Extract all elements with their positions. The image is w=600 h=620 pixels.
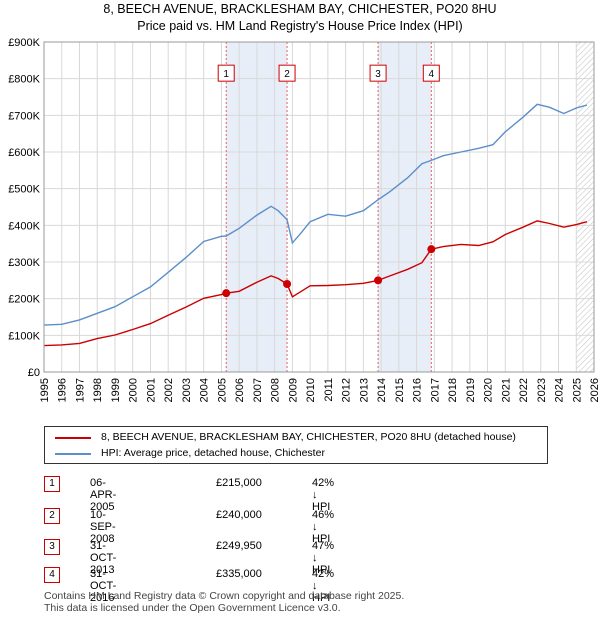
sale-label-text: 2 (284, 69, 290, 80)
sale-number-badge: 3 (44, 539, 60, 555)
y-tick-label: £700K (8, 110, 40, 122)
y-tick-label: £300K (8, 257, 40, 269)
y-tick-label: £900K (8, 37, 40, 49)
x-tick-label: 2002 (163, 378, 175, 402)
x-tick-label: 2003 (181, 378, 193, 402)
sale-point (427, 245, 436, 254)
sale-date: 31-OCT-2013 (90, 540, 117, 576)
sale-label-text: 4 (429, 69, 435, 80)
legend-label-property: 8, BEECH AVENUE, BRACKLESHAM BAY, CHICHE… (101, 431, 516, 443)
x-tick-label: 2023 (536, 378, 548, 402)
chart-legend: 8, BEECH AVENUE, BRACKLESHAM BAY, CHICHE… (44, 426, 548, 464)
sale-point (283, 280, 292, 288)
x-tick-label: 2001 (145, 378, 157, 402)
sale-date: 10-SEP-2008 (90, 509, 116, 545)
x-tick-label: 2021 (500, 378, 512, 402)
x-tick-label: 1999 (110, 378, 122, 402)
sale-price: £215,000 (216, 477, 262, 489)
sale-label-box (278, 64, 296, 82)
sale-label-text: 3 (375, 69, 381, 80)
sale-label-text: 1 (223, 69, 229, 80)
sale-number-badge: 4 (44, 567, 60, 583)
x-tick-label: 2019 (465, 378, 477, 402)
legend-swatch-property (55, 437, 91, 439)
sale-period-band (378, 42, 432, 372)
x-tick-label: 2016 (412, 378, 424, 402)
chart-subtitle: Price paid vs. HM Land Registry's House … (137, 19, 463, 33)
sale-hpi-diff: 47% ↓ HPI (312, 540, 335, 576)
sale-label-box (422, 64, 440, 82)
y-tick-label: £500K (8, 184, 40, 196)
legend-label-hpi: HPI: Average price, detached house, Chic… (101, 447, 325, 459)
x-tick-label: 2022 (518, 378, 530, 402)
x-tick-label: 2005 (216, 378, 228, 402)
x-tick-label: 2006 (234, 378, 246, 402)
legend-swatch-hpi (55, 453, 91, 455)
sale-label-box (369, 64, 387, 82)
sale-price: £249,950 (216, 540, 262, 552)
x-tick-label: 1998 (92, 378, 104, 402)
x-tick-label: 2014 (376, 378, 388, 402)
y-tick-label: £400K (8, 220, 40, 232)
x-tick-label: 2025 (571, 378, 583, 402)
x-tick-label: 2011 (323, 378, 335, 402)
x-tick-label: 2004 (199, 378, 211, 402)
x-tick-label: 1997 (74, 378, 86, 402)
price-chart: 1 2 3 4 £0 £100K £200K £300K £400K £500K £600K £700… (8, 37, 600, 402)
sale-price: £335,000 (216, 568, 262, 580)
sale-point (374, 276, 383, 285)
sale-label-box (217, 64, 235, 82)
x-tick-label: 2017 (429, 378, 441, 402)
forecast-hatch-area (576, 42, 594, 372)
sale-hpi-diff: 46% ↓ HPI (312, 509, 335, 545)
x-tick-label: 2024 (554, 378, 566, 402)
plot-frame (43, 41, 595, 373)
hpi-line (43, 103, 588, 326)
x-tick-label: 2020 (483, 378, 495, 402)
x-tick-label: 1995 (39, 378, 51, 402)
x-tick-label: 2000 (128, 378, 140, 402)
sale-date: 06-APR-2005 (90, 477, 117, 513)
sale-price: £240,000 (216, 509, 262, 521)
y-tick-label: £100K (8, 330, 40, 342)
sale-point (222, 289, 231, 298)
x-tick-label: 2015 (394, 378, 406, 402)
x-tick-label: 2010 (305, 378, 317, 402)
x-tick-label: 2026 (589, 378, 600, 402)
x-tick-label: 2009 (287, 378, 299, 402)
property-price-line (43, 220, 588, 347)
y-tick-label: £200K (8, 294, 40, 306)
sale-hpi-diff: 42% ↓ HPI (312, 568, 335, 604)
y-tick-label: £0 (28, 367, 40, 379)
x-tick-label: 2013 (358, 378, 370, 402)
sale-hpi-diff: 42% ↓ HPI (312, 477, 335, 513)
x-tick-label: 2012 (341, 378, 353, 402)
x-tick-label: 1996 (57, 378, 69, 402)
footer-licence: This data is licensed under the Open Gov… (44, 602, 341, 614)
x-tick-label: 2007 (252, 378, 264, 402)
sale-number-badge: 1 (44, 476, 60, 492)
y-tick-label: £600K (8, 147, 40, 159)
sale-number-badge: 2 (44, 508, 60, 524)
y-tick-label: £800K (8, 74, 40, 86)
footer-copyright: Contains HM Land Registry data © Crown c… (44, 590, 405, 602)
x-tick-label: 2018 (447, 378, 459, 402)
chart-title: 8, BEECH AVENUE, BRACKLESHAM BAY, CHICHE… (103, 2, 497, 16)
x-tick-label: 2008 (270, 378, 282, 402)
sale-date: 31-OCT-2016 (90, 568, 117, 604)
